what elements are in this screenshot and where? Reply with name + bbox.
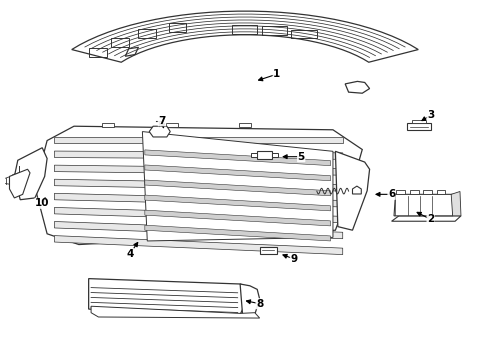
Polygon shape bbox=[239, 123, 251, 127]
Polygon shape bbox=[145, 225, 331, 241]
Polygon shape bbox=[145, 150, 331, 166]
Polygon shape bbox=[352, 186, 361, 194]
Polygon shape bbox=[102, 123, 114, 127]
Text: 4: 4 bbox=[126, 248, 134, 258]
Polygon shape bbox=[145, 180, 331, 196]
Polygon shape bbox=[145, 195, 331, 211]
Text: 3: 3 bbox=[427, 111, 434, 121]
Polygon shape bbox=[410, 190, 419, 194]
Text: 1: 1 bbox=[273, 69, 280, 79]
Text: 5: 5 bbox=[297, 152, 305, 162]
Polygon shape bbox=[412, 120, 426, 123]
Polygon shape bbox=[407, 123, 431, 130]
Polygon shape bbox=[145, 210, 331, 226]
Polygon shape bbox=[54, 137, 343, 143]
Polygon shape bbox=[35, 126, 362, 244]
Text: 2: 2 bbox=[427, 215, 434, 224]
Polygon shape bbox=[14, 148, 47, 200]
Polygon shape bbox=[423, 190, 432, 194]
Text: 7: 7 bbox=[158, 116, 166, 126]
Text: 10: 10 bbox=[35, 198, 49, 208]
Polygon shape bbox=[54, 235, 343, 255]
Polygon shape bbox=[145, 165, 331, 181]
Polygon shape bbox=[335, 151, 369, 230]
Polygon shape bbox=[451, 192, 461, 216]
Polygon shape bbox=[9, 169, 30, 198]
Polygon shape bbox=[54, 221, 343, 239]
Text: 6: 6 bbox=[388, 189, 395, 199]
Polygon shape bbox=[89, 279, 250, 315]
Polygon shape bbox=[437, 190, 445, 194]
Polygon shape bbox=[392, 216, 461, 221]
Polygon shape bbox=[54, 179, 343, 191]
Polygon shape bbox=[240, 284, 260, 315]
Polygon shape bbox=[257, 151, 272, 159]
Polygon shape bbox=[54, 193, 343, 207]
Polygon shape bbox=[272, 153, 278, 157]
Polygon shape bbox=[345, 81, 369, 93]
Text: 9: 9 bbox=[290, 254, 297, 264]
Polygon shape bbox=[125, 47, 139, 56]
Polygon shape bbox=[54, 165, 343, 175]
Polygon shape bbox=[394, 194, 455, 216]
Polygon shape bbox=[251, 153, 257, 157]
Polygon shape bbox=[54, 151, 343, 159]
Polygon shape bbox=[149, 126, 170, 137]
Polygon shape bbox=[260, 247, 277, 253]
Polygon shape bbox=[396, 190, 405, 194]
Polygon shape bbox=[166, 123, 177, 127]
Text: 8: 8 bbox=[256, 299, 263, 309]
Polygon shape bbox=[54, 207, 343, 223]
Polygon shape bbox=[143, 132, 333, 241]
Polygon shape bbox=[91, 306, 260, 318]
Polygon shape bbox=[72, 11, 418, 62]
